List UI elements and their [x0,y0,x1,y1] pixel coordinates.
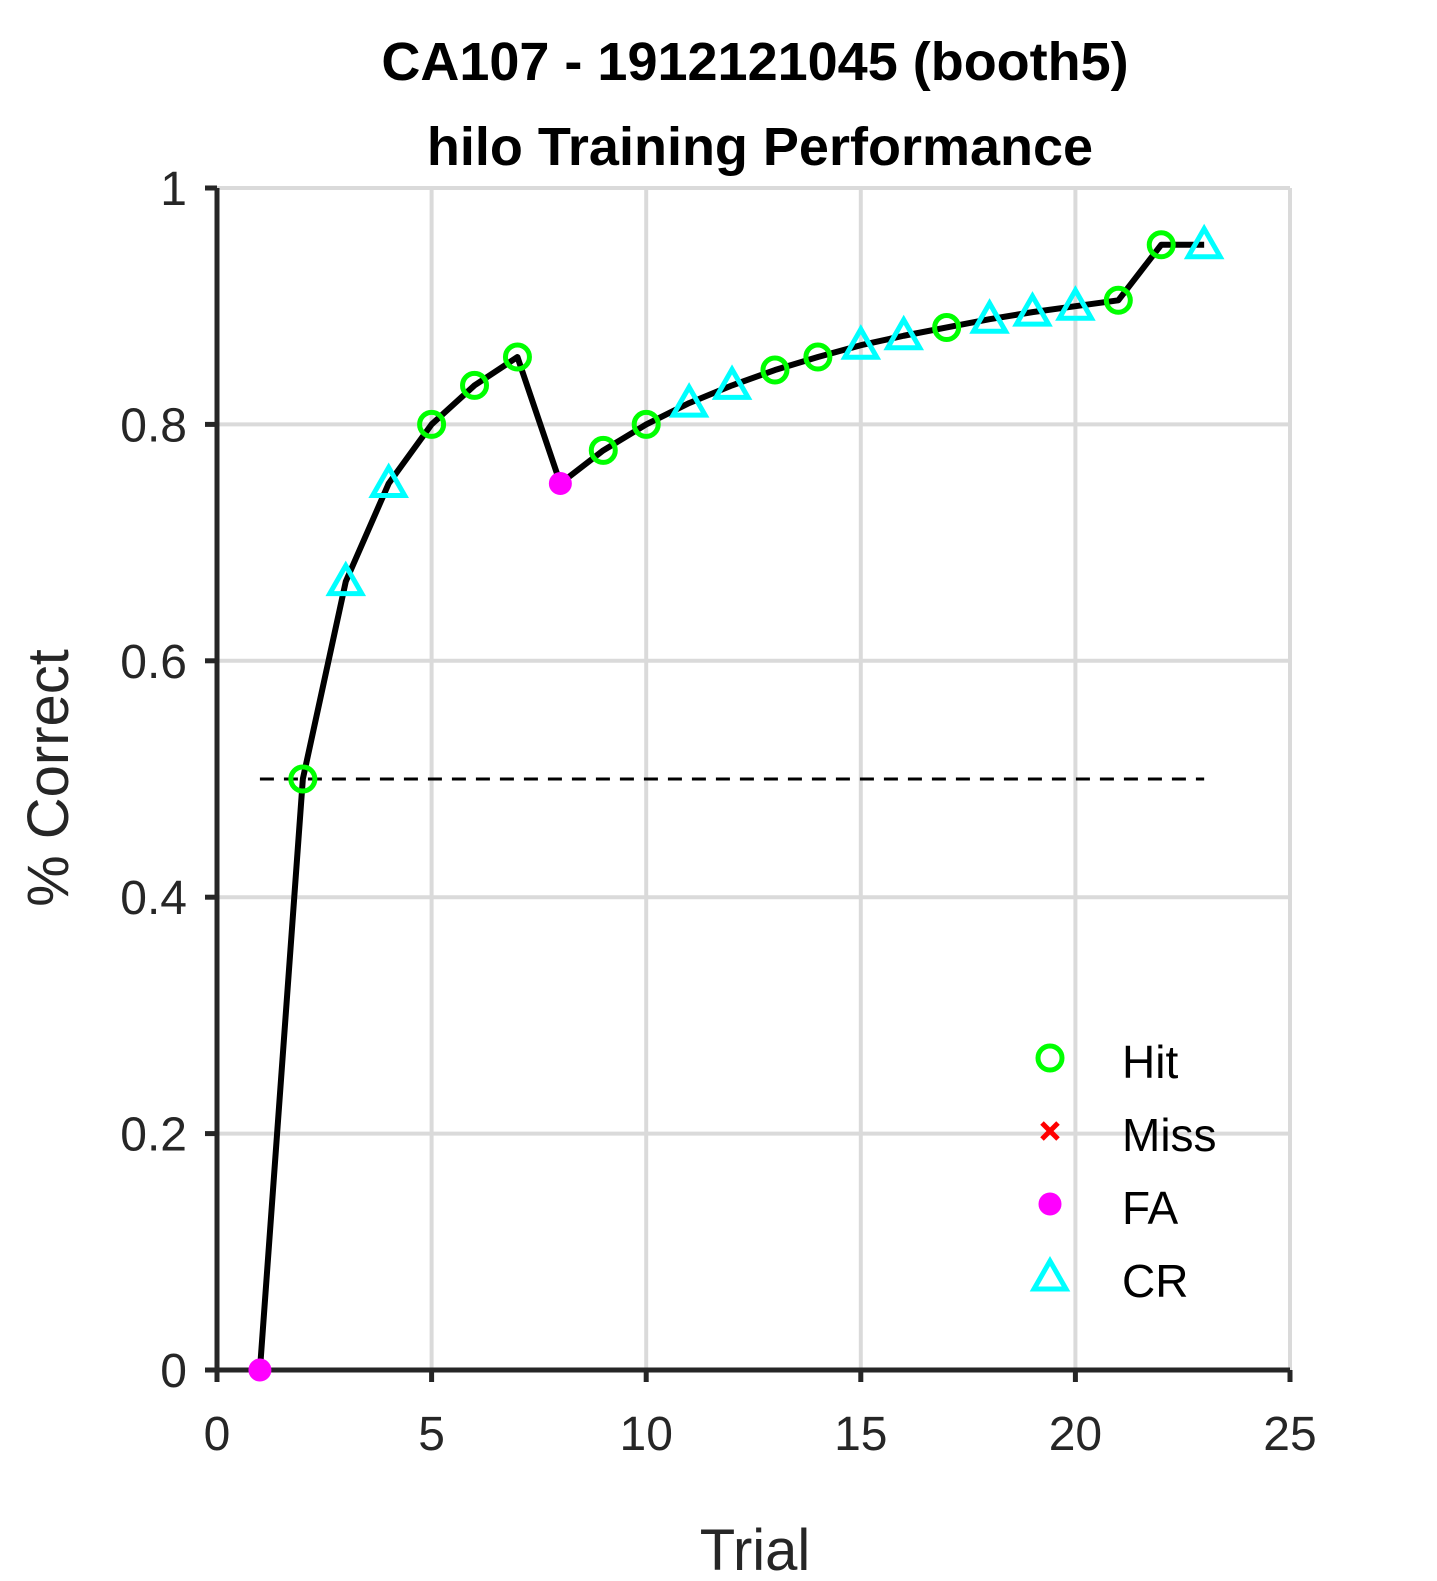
marker-cr [325,560,367,597]
legend-item-miss: Miss [1040,1109,1217,1161]
legend-label: FA [1122,1182,1179,1234]
marker-hit [1146,230,1176,260]
marker-fa [548,472,572,495]
legend-label: Miss [1122,1109,1217,1161]
marker-hit [932,312,962,342]
grid-lines [215,186,1292,1372]
y-axis-ticks: 0 0.2 0.4 0.6 0.8 1 [120,163,217,1398]
marker-cr [840,324,882,360]
x-tick-label: 15 [834,1408,887,1461]
marker-hit [502,342,532,372]
legend-marker-cr [1029,1255,1071,1292]
x-tick-label: 10 [620,1408,673,1461]
marker-hit [417,409,447,439]
marker-cr [969,298,1010,334]
legend-label: Hit [1122,1036,1178,1088]
x-tick-label: 0 [204,1408,231,1461]
marker-cr [1055,285,1096,321]
marker-hit [588,435,618,465]
chart-title: CA107 - 1912121045 (booth5) [381,32,1128,92]
chart-subtitle: hilo Training Performance [427,117,1093,177]
legend-marker-miss [1040,1121,1060,1141]
marker-cr [883,314,925,351]
y-tick-label: 0.6 [120,636,187,689]
marker-cr [668,382,710,418]
y-tick-label: 0 [160,1345,187,1398]
marker-cr [368,462,409,498]
marker-hit [760,355,790,385]
marker-hit [288,764,318,794]
data-markers [248,223,1225,1382]
performance-line [256,241,1205,1371]
legend: Hit Miss FA CR [1029,1036,1217,1307]
y-tick-label: 0.2 [120,1109,187,1162]
marker-hit [631,409,661,439]
marker-fa [248,1358,272,1382]
marker-hit [803,342,833,372]
x-tick-label: 5 [418,1408,445,1461]
marker-cr [711,364,753,400]
marker-cr [1012,291,1053,327]
y-tick-label: 0.4 [120,872,187,925]
x-axis-label: Trial [700,1518,811,1581]
miss-stroke [1040,1121,1060,1141]
y-axis-label: % Correct [16,649,81,907]
x-tick-label: 25 [1263,1408,1316,1461]
axes [214,188,1290,1373]
marker-hit [460,370,490,400]
legend-item-cr: CR [1029,1255,1188,1307]
legend-label: CR [1122,1255,1188,1307]
legend-marker-fa [1038,1192,1062,1216]
legend-item-hit: Hit [1035,1036,1178,1088]
x-axis-ticks: 0 5 10 15 20 25 [204,1370,1317,1461]
y-tick-label: 1 [160,163,187,216]
legend-item-fa: FA [1038,1182,1179,1234]
y-tick-label: 0.8 [120,399,187,452]
x-tick-label: 20 [1049,1408,1102,1461]
marker-hit [1103,285,1133,315]
marker-cr [1183,223,1225,260]
legend-marker-hit [1035,1043,1065,1073]
